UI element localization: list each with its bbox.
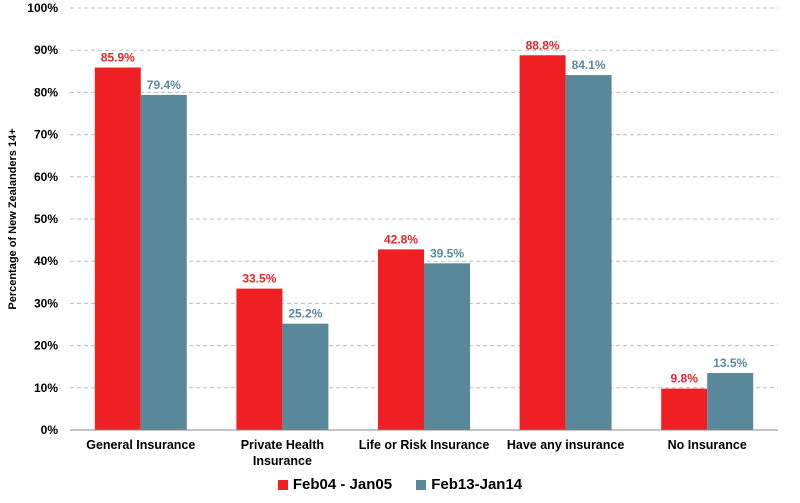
data-label: 79.4%: [147, 78, 181, 92]
legend-swatch-series-1: [277, 479, 288, 490]
bar-series-2: [140, 94, 187, 430]
y-axis-label: Percentage of New Zealanders 14+: [7, 128, 19, 309]
y-tick-label: 90%: [34, 43, 58, 57]
data-label: 13.5%: [713, 356, 747, 370]
bar-series-2: [282, 323, 329, 430]
data-label: 33.5%: [242, 272, 276, 286]
bar-series-1: [519, 55, 566, 430]
x-category-label: Insurance: [253, 454, 312, 468]
y-axis-ticks: 0% 10% 20% 30% 40% 50% 60% 70% 80% 90% 100%: [27, 1, 58, 437]
bar-series-2: [565, 75, 612, 431]
y-tick-label: 10%: [34, 381, 58, 395]
bar-series-2: [424, 263, 470, 430]
bar-series-1: [661, 388, 708, 430]
y-tick-label: 40%: [34, 254, 58, 268]
data-labels: 85.9% 79.4% 33.5% 25.2% 42.8% 39.5% 88.8% 84.1%…: [101, 38, 748, 385]
bar-series-1: [236, 288, 283, 430]
data-label: 9.8%: [671, 372, 699, 386]
bar-chart: 0% 10% 20% 30% 40% 50% 60% 70% 80% 90% 100% 85.9% 7…: [7, 1, 778, 468]
legend: Feb04 - Jan05 Feb13-Jan14: [0, 476, 800, 494]
y-tick-label: 60%: [34, 170, 58, 184]
data-label: 85.9%: [101, 51, 135, 65]
y-tick-label: 100%: [27, 1, 58, 15]
bar-series-2: [707, 373, 754, 430]
legend-item-series-1: Feb04 - Jan05: [277, 476, 393, 493]
y-tick-label: 80%: [34, 85, 58, 99]
x-category-label: Have any insurance: [507, 438, 624, 452]
data-label: 39.5%: [430, 246, 464, 260]
data-label: 42.8%: [384, 232, 418, 246]
data-label: 88.8%: [526, 38, 560, 52]
data-label: 84.1%: [572, 58, 606, 72]
bar-series-1: [94, 67, 141, 430]
legend-label-series-1: Feb04 - Jan05: [292, 476, 393, 493]
y-tick-label: 30%: [34, 296, 58, 310]
data-label: 25.2%: [288, 307, 322, 321]
y-tick-label: 0%: [41, 423, 59, 437]
x-category-label: Private Health: [241, 438, 324, 452]
legend-swatch-series-2: [416, 479, 427, 490]
x-category-label: No Insurance: [668, 438, 747, 452]
legend-label-series-2: Feb13-Jan14: [431, 476, 523, 493]
x-axis-categories: General Insurance Private Health Insurance…: [86, 438, 747, 468]
y-tick-label: 50%: [34, 212, 58, 226]
bars: [94, 55, 754, 431]
y-tick-label: 70%: [34, 128, 58, 142]
bar-series-1: [378, 249, 424, 430]
y-tick-label: 20%: [34, 339, 58, 353]
x-category-label: Life or Risk Insurance: [359, 438, 490, 452]
legend-item-series-2: Feb13-Jan14: [416, 476, 522, 493]
x-category-label: General Insurance: [86, 438, 195, 452]
